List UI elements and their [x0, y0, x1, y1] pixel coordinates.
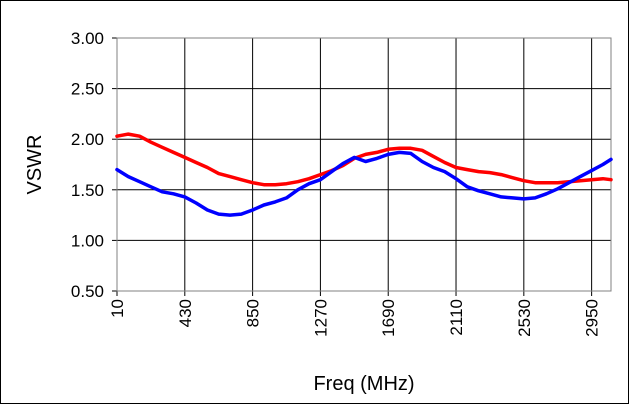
gridlines: [112, 37, 611, 296]
y-tick-label: 0.50: [71, 282, 104, 301]
y-tick-label: 2.50: [71, 80, 104, 99]
y-tick-label: 3.00: [71, 29, 104, 48]
x-tick-label: 430: [176, 299, 195, 327]
x-tick-label: 10: [108, 299, 127, 318]
x-tick-label: 2530: [515, 299, 534, 337]
y-tick-label: 1.50: [71, 181, 104, 200]
y-tick-labels: 0.50 1.00 1.50 2.00 2.50 3.00: [71, 29, 104, 301]
x-tick-label: 850: [244, 299, 263, 327]
series-line-1: [115, 132, 613, 187]
y-tick-label: 2.00: [71, 130, 104, 149]
x-tick-label: 1690: [379, 299, 398, 337]
x-tick-label: 1270: [311, 299, 330, 337]
x-tick-labels: 10 430 850 1270 1690 2110 2530 2950: [108, 299, 602, 337]
series-line-2: [115, 150, 613, 217]
x-tick-label: 2950: [583, 299, 602, 337]
plot-area: [116, 37, 612, 292]
y-tick-label: 1.00: [71, 231, 104, 250]
x-tick-label: 2110: [447, 299, 466, 336]
series-layer: [115, 132, 613, 217]
y-axis-label: VSWR: [24, 135, 46, 195]
x-axis-label: Freq (MHz): [313, 373, 414, 395]
